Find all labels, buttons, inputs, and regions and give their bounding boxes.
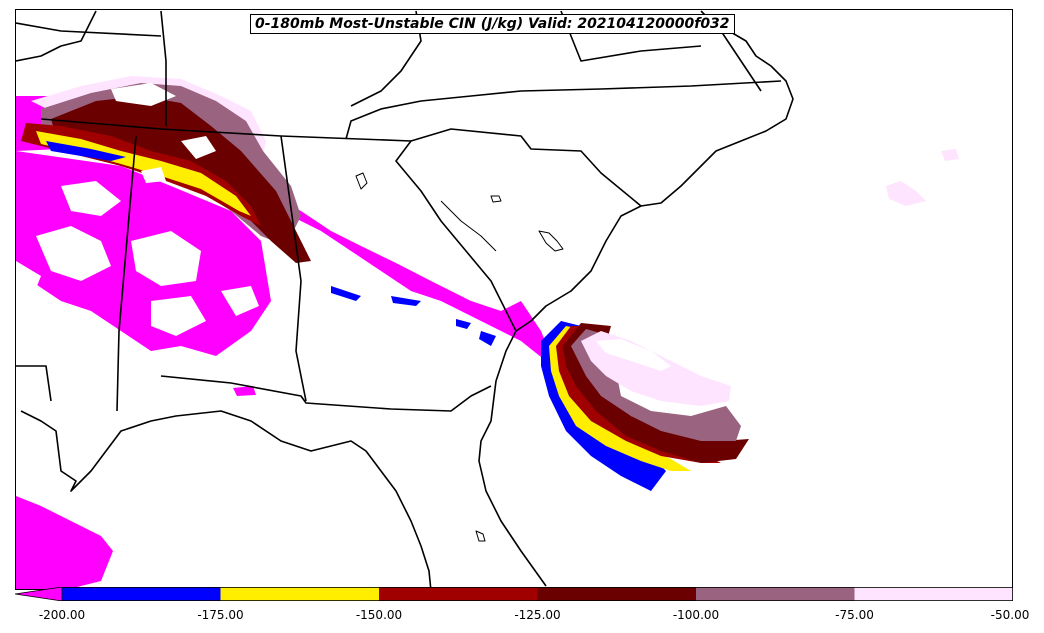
state-border-md — [560, 10, 702, 62]
river-sc — [440, 200, 497, 252]
cin-area-75-50-atlantic — [886, 149, 959, 206]
map-svg — [16, 10, 959, 589]
lake-ga — [355, 172, 368, 190]
coastline-carolinas — [640, 30, 794, 207]
state-border-ky — [160, 10, 167, 126]
cin-north-white-patches — [111, 83, 216, 183]
colorbar-segment-150-125 — [379, 587, 538, 601]
lake-sc — [538, 230, 564, 252]
state-border-al-ga — [280, 135, 307, 402]
map-title: 0-180mb Most-Unstable CIN (J/kg) Valid: … — [250, 14, 735, 34]
colorbar — [15, 587, 1013, 601]
colorbar-segment-125-100 — [537, 587, 696, 601]
state-border-ms-al — [116, 135, 137, 412]
state-border-nc-va — [345, 80, 782, 140]
colorbar-tick-label: -75.00 — [835, 608, 874, 622]
cin-white-holes — [16, 181, 259, 336]
state-border-nw — [16, 22, 162, 37]
colorbar-segment-75-50 — [854, 587, 1013, 601]
colorbar-segment-175-150 — [220, 587, 379, 601]
cin-white-offshore — [596, 339, 671, 371]
state-border-fl-north — [160, 375, 492, 412]
colorbar-tick-label: -125.00 — [514, 608, 561, 622]
lake-nc — [490, 195, 502, 203]
colorbar-tick-label: -100.00 — [672, 608, 720, 622]
cin-shading — [16, 76, 959, 589]
colorbar-segment-100-75 — [696, 587, 855, 601]
state-border-nc-sc — [410, 128, 642, 207]
coastline-gulf — [20, 410, 432, 589]
state-border-ga-sc — [395, 140, 517, 332]
state-border-ms — [16, 365, 52, 402]
colorbar-tick-label: -50.00 — [990, 608, 1030, 622]
colorbar-tick-label: -200.00 — [38, 608, 86, 622]
cin-area-lt-200-sw — [16, 496, 113, 589]
colorbar-outline — [61, 587, 1013, 601]
colorbar-segment-200-175 — [62, 587, 221, 601]
lake-fl — [475, 530, 486, 542]
colorbar-tick-label: -150.00 — [355, 608, 403, 622]
map-frame — [15, 9, 1013, 590]
colorbar-extend-lt-200 — [15, 587, 63, 601]
coastline-ga-fl — [478, 205, 642, 587]
colorbar-tick-label: -175.00 — [197, 608, 244, 622]
coastline-north-inlets — [16, 10, 97, 62]
cin-area-lt-200-small — [233, 386, 256, 396]
